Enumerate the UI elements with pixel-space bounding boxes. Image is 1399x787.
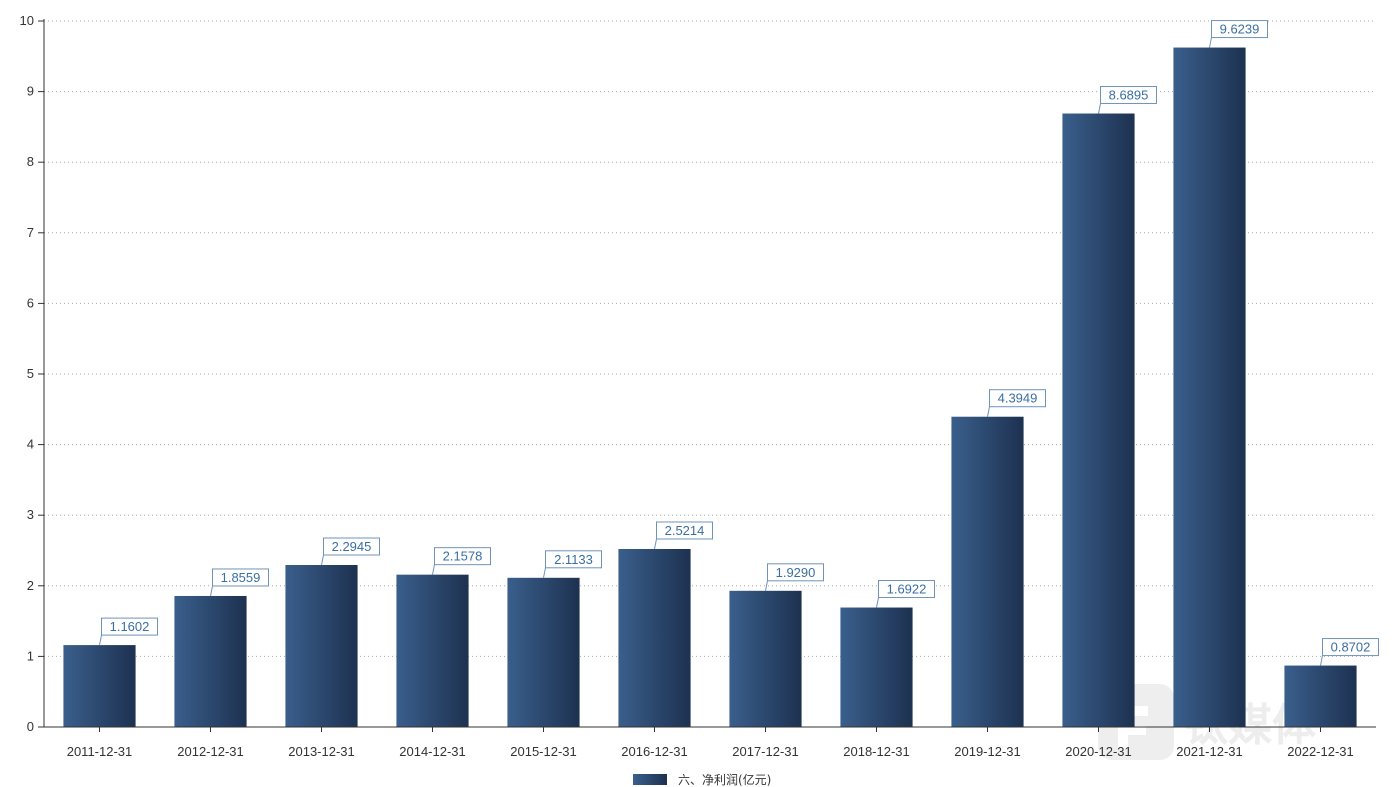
y-tick-label: 6 [27,295,34,310]
data-label: 0.8702 [1331,640,1371,655]
y-tick-label: 8 [27,154,34,169]
x-tick-label: 2016-12-31 [621,744,688,759]
label-leader-line [432,564,435,575]
data-label: 1.1602 [110,619,150,634]
label-leader-line [654,538,657,550]
bar-2013-12-31[interactable] [285,565,358,727]
bar-2011-12-31[interactable] [63,645,136,727]
data-label: 2.2945 [332,539,372,554]
data-label-box [545,550,602,569]
label-leader-line [99,634,102,646]
data-label-box [878,580,935,599]
y-tick-label: 5 [27,366,34,381]
y-tick-label: 7 [27,225,34,240]
data-label: 9.6239 [1220,22,1260,37]
data-label-box [323,537,380,556]
bar-2022-12-31[interactable] [1284,665,1357,727]
x-tick-label: 2014-12-31 [399,744,466,759]
x-tick-label: 2020-12-31 [1065,744,1132,759]
bar-2012-12-31[interactable] [174,595,247,727]
data-label-box [656,521,713,540]
data-label: 2.1133 [554,552,593,567]
data-label: 4.3949 [998,391,1038,406]
data-label: 2.1578 [443,549,483,564]
data-label-box [1100,86,1157,105]
x-tick-label: 2022-12-31 [1287,744,1354,759]
bar-2016-12-31[interactable] [618,548,691,727]
data-label-box [1322,638,1379,657]
label-leader-line [987,406,990,417]
x-tick-label: 2013-12-31 [288,744,355,759]
bar-2020-12-31[interactable] [1062,113,1135,727]
data-label: 8.6895 [1109,88,1149,103]
label-leader-line [1320,655,1323,666]
data-label-box [212,568,269,587]
data-label-box [989,389,1046,408]
data-label: 1.6922 [887,582,927,597]
x-tick-label: 2018-12-31 [843,744,910,759]
data-label-box [767,563,824,582]
label-leader-line [1209,37,1212,48]
label-leader-line [543,567,546,578]
label-leader-line [321,554,324,566]
y-tick-label: 1 [27,648,34,663]
label-leader-line [210,585,213,597]
bar-2015-12-31[interactable] [507,577,580,727]
y-tick-label: 4 [27,437,34,452]
legend-swatch[interactable] [633,774,667,785]
x-tick-label: 2019-12-31 [954,744,1021,759]
x-tick-label: 2015-12-31 [510,744,577,759]
bar-2017-12-31[interactable] [729,590,802,727]
y-tick-label: 2 [27,578,34,593]
data-label-box [1211,20,1268,39]
data-label: 1.8559 [221,570,261,585]
axes: 0 1 2 3 4 5 6 7 8 9 10 2011-12-31 2012-12-31 2013-12-… [20,13,1376,759]
x-tick-label: 2021-12-31 [1176,744,1243,759]
y-tick-label: 10 [20,13,34,28]
y-tick-label: 9 [27,84,34,99]
bar-2014-12-31[interactable] [396,574,469,727]
data-label: 2.5214 [665,523,705,538]
legend[interactable]: 六、净利润(亿元) [633,772,771,787]
x-tick-label: 2012-12-31 [177,744,244,759]
bar-2021-12-31[interactable] [1173,47,1246,727]
bar-2018-12-31[interactable] [840,607,913,727]
bars [63,47,1357,727]
label-leader-line [876,597,879,608]
bar-2019-12-31[interactable] [951,416,1024,727]
legend-label[interactable]: 六、净利润(亿元) [678,772,771,787]
data-label-box [101,617,158,636]
y-tick-label: 0 [27,719,34,734]
label-leader-line [1098,103,1101,114]
x-tick-label: 2017-12-31 [732,744,799,759]
x-tick-label: 2011-12-31 [67,744,133,759]
y-tick-label: 3 [27,507,34,522]
data-label-box [434,547,491,566]
data-labels: 1.1602 1.8559 2.2945 2.1578 2.1133 2.5214 1.92… [99,20,1379,666]
label-leader-line [765,580,768,591]
data-label: 1.9290 [776,565,816,580]
